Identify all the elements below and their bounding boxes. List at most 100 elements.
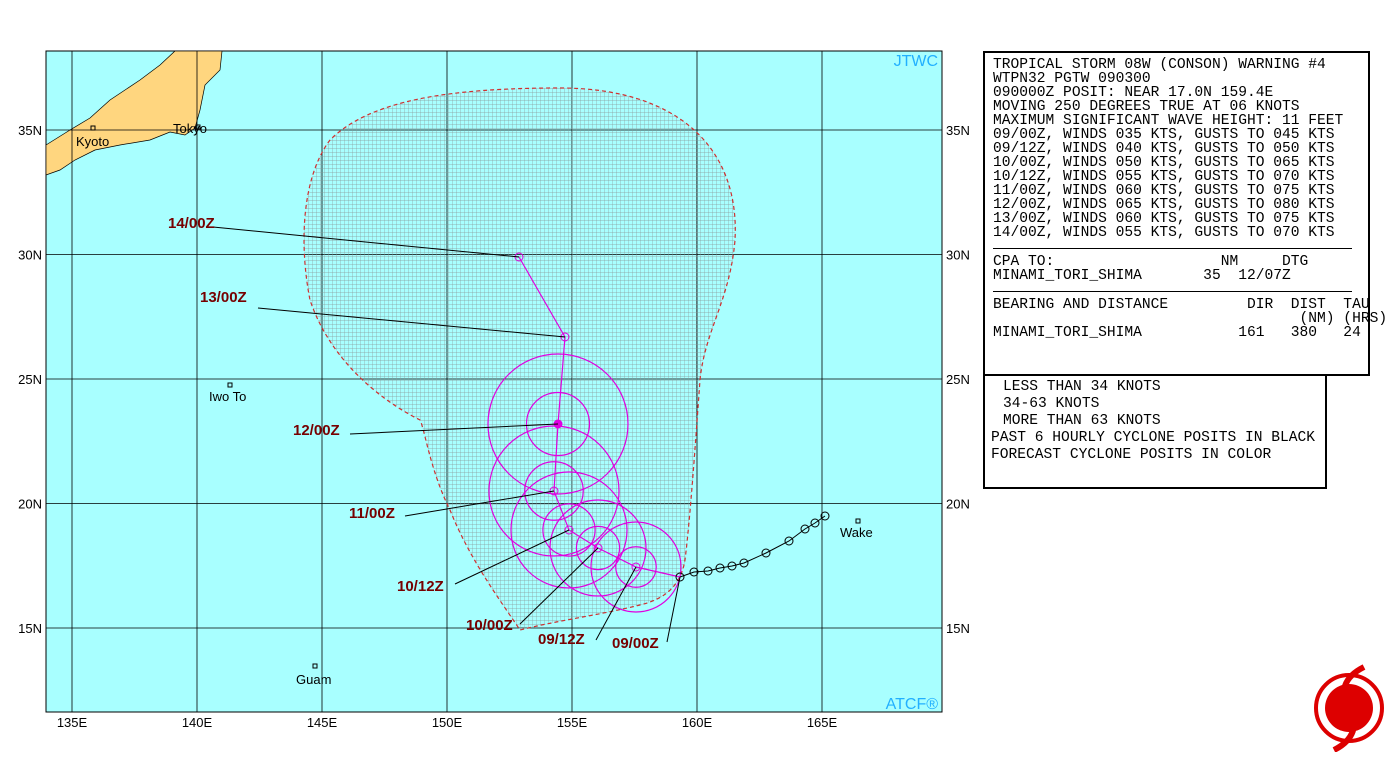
lat-label: 15N <box>18 621 42 636</box>
place-label: Wake <box>840 525 873 540</box>
warning-line: MOVING 250 DEGREES TRUE AT 06 KNOTS <box>993 99 1300 115</box>
forecast-posit <box>631 562 641 572</box>
place-marker <box>195 124 201 130</box>
lon-label: 165E <box>807 715 838 730</box>
warning-line: 11/00Z, WINDS 060 KTS, GUSTS TO 075 KTS <box>993 183 1335 199</box>
place-marker <box>855 518 861 524</box>
lat-label: 25N <box>18 372 42 387</box>
past-posit <box>800 524 810 534</box>
forecast-track <box>518 256 681 578</box>
warning-line: WTPN32 PGTW 090300 <box>993 71 1151 87</box>
label-leader <box>212 226 520 258</box>
label-leader <box>257 307 566 338</box>
forecast-label: 10/00Z <box>466 617 513 634</box>
past-posit <box>784 536 794 546</box>
danger-area <box>303 87 736 631</box>
credit: ATCF® <box>886 696 939 713</box>
forecast-posit <box>549 486 559 496</box>
cpa-line: CPA TO: NM DTG <box>993 254 1309 270</box>
warning-line: 10/12Z, WINDS 055 KTS, GUSTS TO 070 KTS <box>993 169 1335 185</box>
legend-line: LESS THAN 34 KNOTS <box>1003 379 1161 395</box>
past-posit <box>761 548 771 558</box>
past-posit <box>739 558 749 568</box>
past-posit <box>703 566 713 576</box>
forecast-label: 09/12Z <box>538 631 585 648</box>
forecast-label: 14/00Z <box>168 215 215 232</box>
past-posit <box>810 518 820 528</box>
lon-label: 135E <box>57 715 88 730</box>
lat-label: 30N <box>18 248 42 263</box>
legend-line: MORE THAN 63 KNOTS <box>1003 413 1161 429</box>
lat-label: 15N <box>946 621 970 636</box>
label-leader <box>666 576 681 643</box>
forecast-posit <box>564 525 574 535</box>
warning-line: TROPICAL STORM 08W (CONSON) WARNING #4 <box>993 57 1326 73</box>
wind-radius-inner <box>525 391 591 457</box>
past-posit <box>689 567 699 577</box>
legend-line: PAST 6 HOURLY CYCLONE POSITS IN BLACK <box>991 430 1316 446</box>
agency: JTWC <box>894 53 938 70</box>
warning-line: 10/00Z, WINDS 050 KTS, GUSTS TO 065 KTS <box>993 155 1335 171</box>
legend-panel: LESS THAN 34 KNOTS 34-63 KNOTS MORE THAN 6… <box>983 374 1327 489</box>
legend-line: 34-63 KNOTS <box>1003 396 1100 412</box>
past-posit <box>675 572 685 582</box>
bearing-line: BEARING AND DISTANCE DIR DIST TAU <box>993 297 1370 313</box>
place-label: Guam <box>296 672 331 687</box>
wind-radius <box>590 521 682 613</box>
lon-label: 155E <box>557 715 588 730</box>
legend-line: FORECAST CYCLONE POSITS IN COLOR <box>991 447 1272 463</box>
forecast-label: 13/00Z <box>200 289 247 306</box>
lat-label: 35N <box>946 123 970 138</box>
lat-label: 20N <box>946 497 970 512</box>
lon-label: 160E <box>682 715 713 730</box>
warning-line: 09/00Z, WINDS 035 KTS, GUSTS TO 045 KTS <box>993 127 1335 143</box>
label-leader <box>404 490 555 517</box>
warning-line: 12/00Z, WINDS 065 KTS, GUSTS TO 080 KTS <box>993 197 1335 213</box>
warning-line: 090000Z POSIT: NEAR 17.0N 159.4E <box>993 85 1274 101</box>
wind-radius-inner <box>542 503 596 557</box>
wind-radius-inner <box>524 461 584 521</box>
lat-label: 35N <box>18 123 42 138</box>
label-leader <box>595 566 637 641</box>
place-marker <box>227 382 233 388</box>
forecast-posit <box>593 543 603 553</box>
place-marker <box>312 663 318 669</box>
place-label: Kyoto <box>76 134 109 149</box>
lat-label: 20N <box>18 497 42 512</box>
forecast-label: 09/00Z <box>612 635 659 652</box>
wind-radius-inner <box>615 546 657 588</box>
past-posit <box>820 511 830 521</box>
label-leader <box>349 423 559 435</box>
separator <box>993 248 1352 249</box>
lon-label: 145E <box>307 715 338 730</box>
bearing-line: MINAMI_TORI_SHIMA 161 380 24 <box>993 325 1361 341</box>
warning-line: 13/00Z, WINDS 060 KTS, GUSTS TO 075 KTS <box>993 211 1335 227</box>
warning-panel: TROPICAL STORM 08W (CONSON) WARNING #4 WT… <box>983 51 1388 376</box>
lon-label: 140E <box>182 715 213 730</box>
forecast-label: 12/00Z <box>293 422 340 439</box>
warning-line: 09/12Z, WINDS 040 KTS, GUSTS TO 050 KTS <box>993 141 1335 157</box>
forecast-label: 10/12Z <box>397 578 444 595</box>
map: 09/00Z 09/12Z 10/00Z 10/12Z 11/00Z 12/00Z 13/0… <box>18 50 970 730</box>
place-label: Iwo To <box>209 389 246 404</box>
lat-label: 25N <box>946 372 970 387</box>
lon-label: 150E <box>432 715 463 730</box>
japan <box>45 50 223 176</box>
label-leader <box>519 547 599 625</box>
cpa-line: MINAMI_TORI_SHIMA 35 12/07Z <box>993 268 1291 284</box>
warning-line: MAXIMUM SIGNIFICANT WAVE HEIGHT: 11 FEET <box>993 113 1344 129</box>
wind-radius <box>487 353 629 495</box>
wind-radius-inner <box>575 525 621 571</box>
logo <box>1314 664 1384 752</box>
past-posit <box>727 561 737 571</box>
bearing-line: (NM) (HRS) <box>993 311 1388 327</box>
separator <box>993 291 1352 292</box>
forecast-label: 11/00Z <box>349 505 395 522</box>
past-posit <box>715 563 725 573</box>
warning-line: 14/00Z, WINDS 055 KTS, GUSTS TO 070 KTS <box>993 225 1335 241</box>
lat-label: 30N <box>946 248 970 263</box>
wind-radius <box>510 471 628 589</box>
logo-swirl <box>1332 664 1366 752</box>
place-label: Tokyo <box>173 121 207 136</box>
